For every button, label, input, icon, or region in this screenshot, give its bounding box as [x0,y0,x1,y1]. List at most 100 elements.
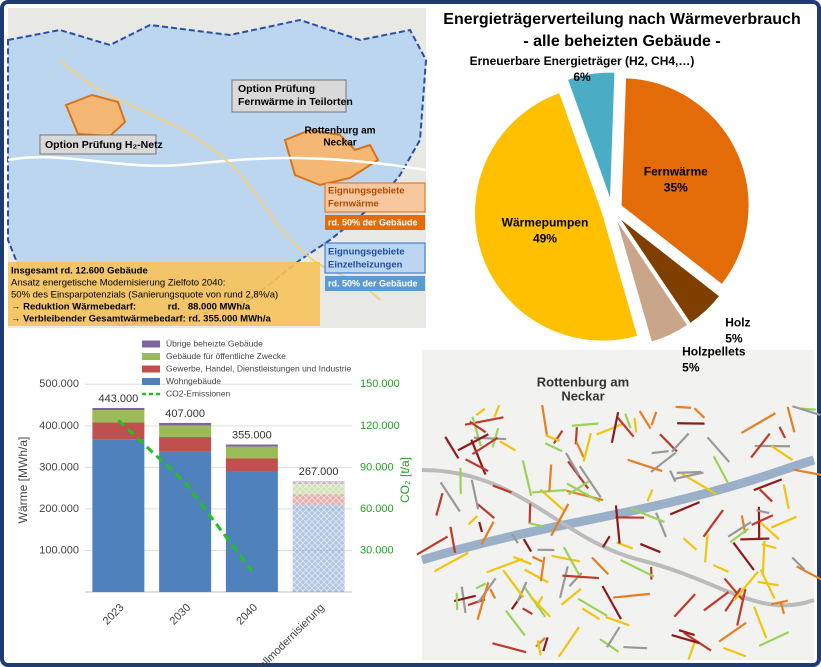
street [505,610,526,637]
street [522,607,533,616]
street [489,588,497,600]
y2-tick-label: 90.000 [360,461,394,473]
legend-share: rd. 50% der Gebäude [328,278,418,288]
street [723,646,747,658]
legend-title: Fernwärme [328,199,379,210]
street [552,430,564,445]
street [792,405,821,416]
street [476,582,490,621]
street [601,535,611,548]
street [516,581,528,603]
street [548,464,553,492]
street [733,570,760,601]
street [522,538,533,553]
street [605,616,630,627]
hatch [292,494,345,505]
y2-axis-label: CO₂ [t/a] [398,457,412,503]
street [676,470,702,475]
street [435,492,444,516]
street [771,599,788,606]
street [639,542,661,554]
street [591,556,610,576]
legend-label: Übrige beheizte Gebäude [166,338,263,348]
legend-share: rd. 50% der Gebäude [328,217,418,227]
street [511,533,519,544]
y-axis-label: Wärme [MWh/a] [16,437,30,524]
slice-label: Holz [725,316,750,330]
slice-label: Erneuerbare Energieträger (H2, CH4,…) [470,54,695,68]
street [416,535,449,556]
chart-subtitle: - alle beheizten Gebäude - [523,33,720,50]
street [535,636,546,648]
street [687,640,697,660]
street [471,436,499,456]
street [575,440,585,458]
street [675,405,692,409]
street [492,484,512,494]
bar-segment [159,422,212,426]
total-label: 407.000 [165,408,205,420]
street [753,478,783,492]
street [669,501,700,516]
street [651,450,669,455]
street [669,470,677,483]
street [759,488,773,503]
y2-tick-label: 60.000 [360,503,394,515]
street [616,417,635,438]
street [727,521,752,538]
street [778,426,787,439]
street [750,433,771,459]
street [560,588,582,606]
street [740,412,776,434]
street [565,452,580,476]
street [529,595,552,618]
bar-segment [225,446,278,459]
legend-swatch [142,353,160,360]
street [673,593,696,618]
street [562,574,600,580]
street [638,410,652,430]
street [753,606,768,639]
street [578,465,602,499]
bar-segment [225,458,278,472]
street [475,582,487,590]
total-label: 267.000 [299,466,339,478]
y-tick-label: 400.000 [39,420,79,432]
y-tick-label: 500.000 [39,378,79,390]
street [571,422,599,427]
street [539,556,546,582]
street [681,472,717,495]
street [524,568,549,584]
street [671,432,690,453]
street [756,509,770,515]
street [623,645,648,650]
street [782,484,790,510]
street [521,460,533,497]
street [751,514,774,526]
pie-slice [615,218,689,343]
pie-slice [618,216,721,325]
street [477,503,496,520]
street [550,503,570,537]
street [577,597,608,617]
street [779,601,786,615]
street [682,537,698,551]
street [693,407,706,419]
town-label: Rottenburg am [537,374,629,389]
street [606,626,621,648]
total-label: 355.000 [232,429,272,441]
street [567,480,590,496]
y2-tick-label: 150.000 [360,378,400,390]
street [528,503,532,524]
hatch [292,504,345,592]
street [674,471,704,480]
street [486,557,524,574]
street [469,420,487,434]
legend-title: Eignungsgebiete [328,247,405,258]
street [449,526,457,554]
legend-swatch [142,365,160,373]
street [758,631,790,647]
slice-label: Holzpellets [682,345,746,359]
street [723,577,744,601]
